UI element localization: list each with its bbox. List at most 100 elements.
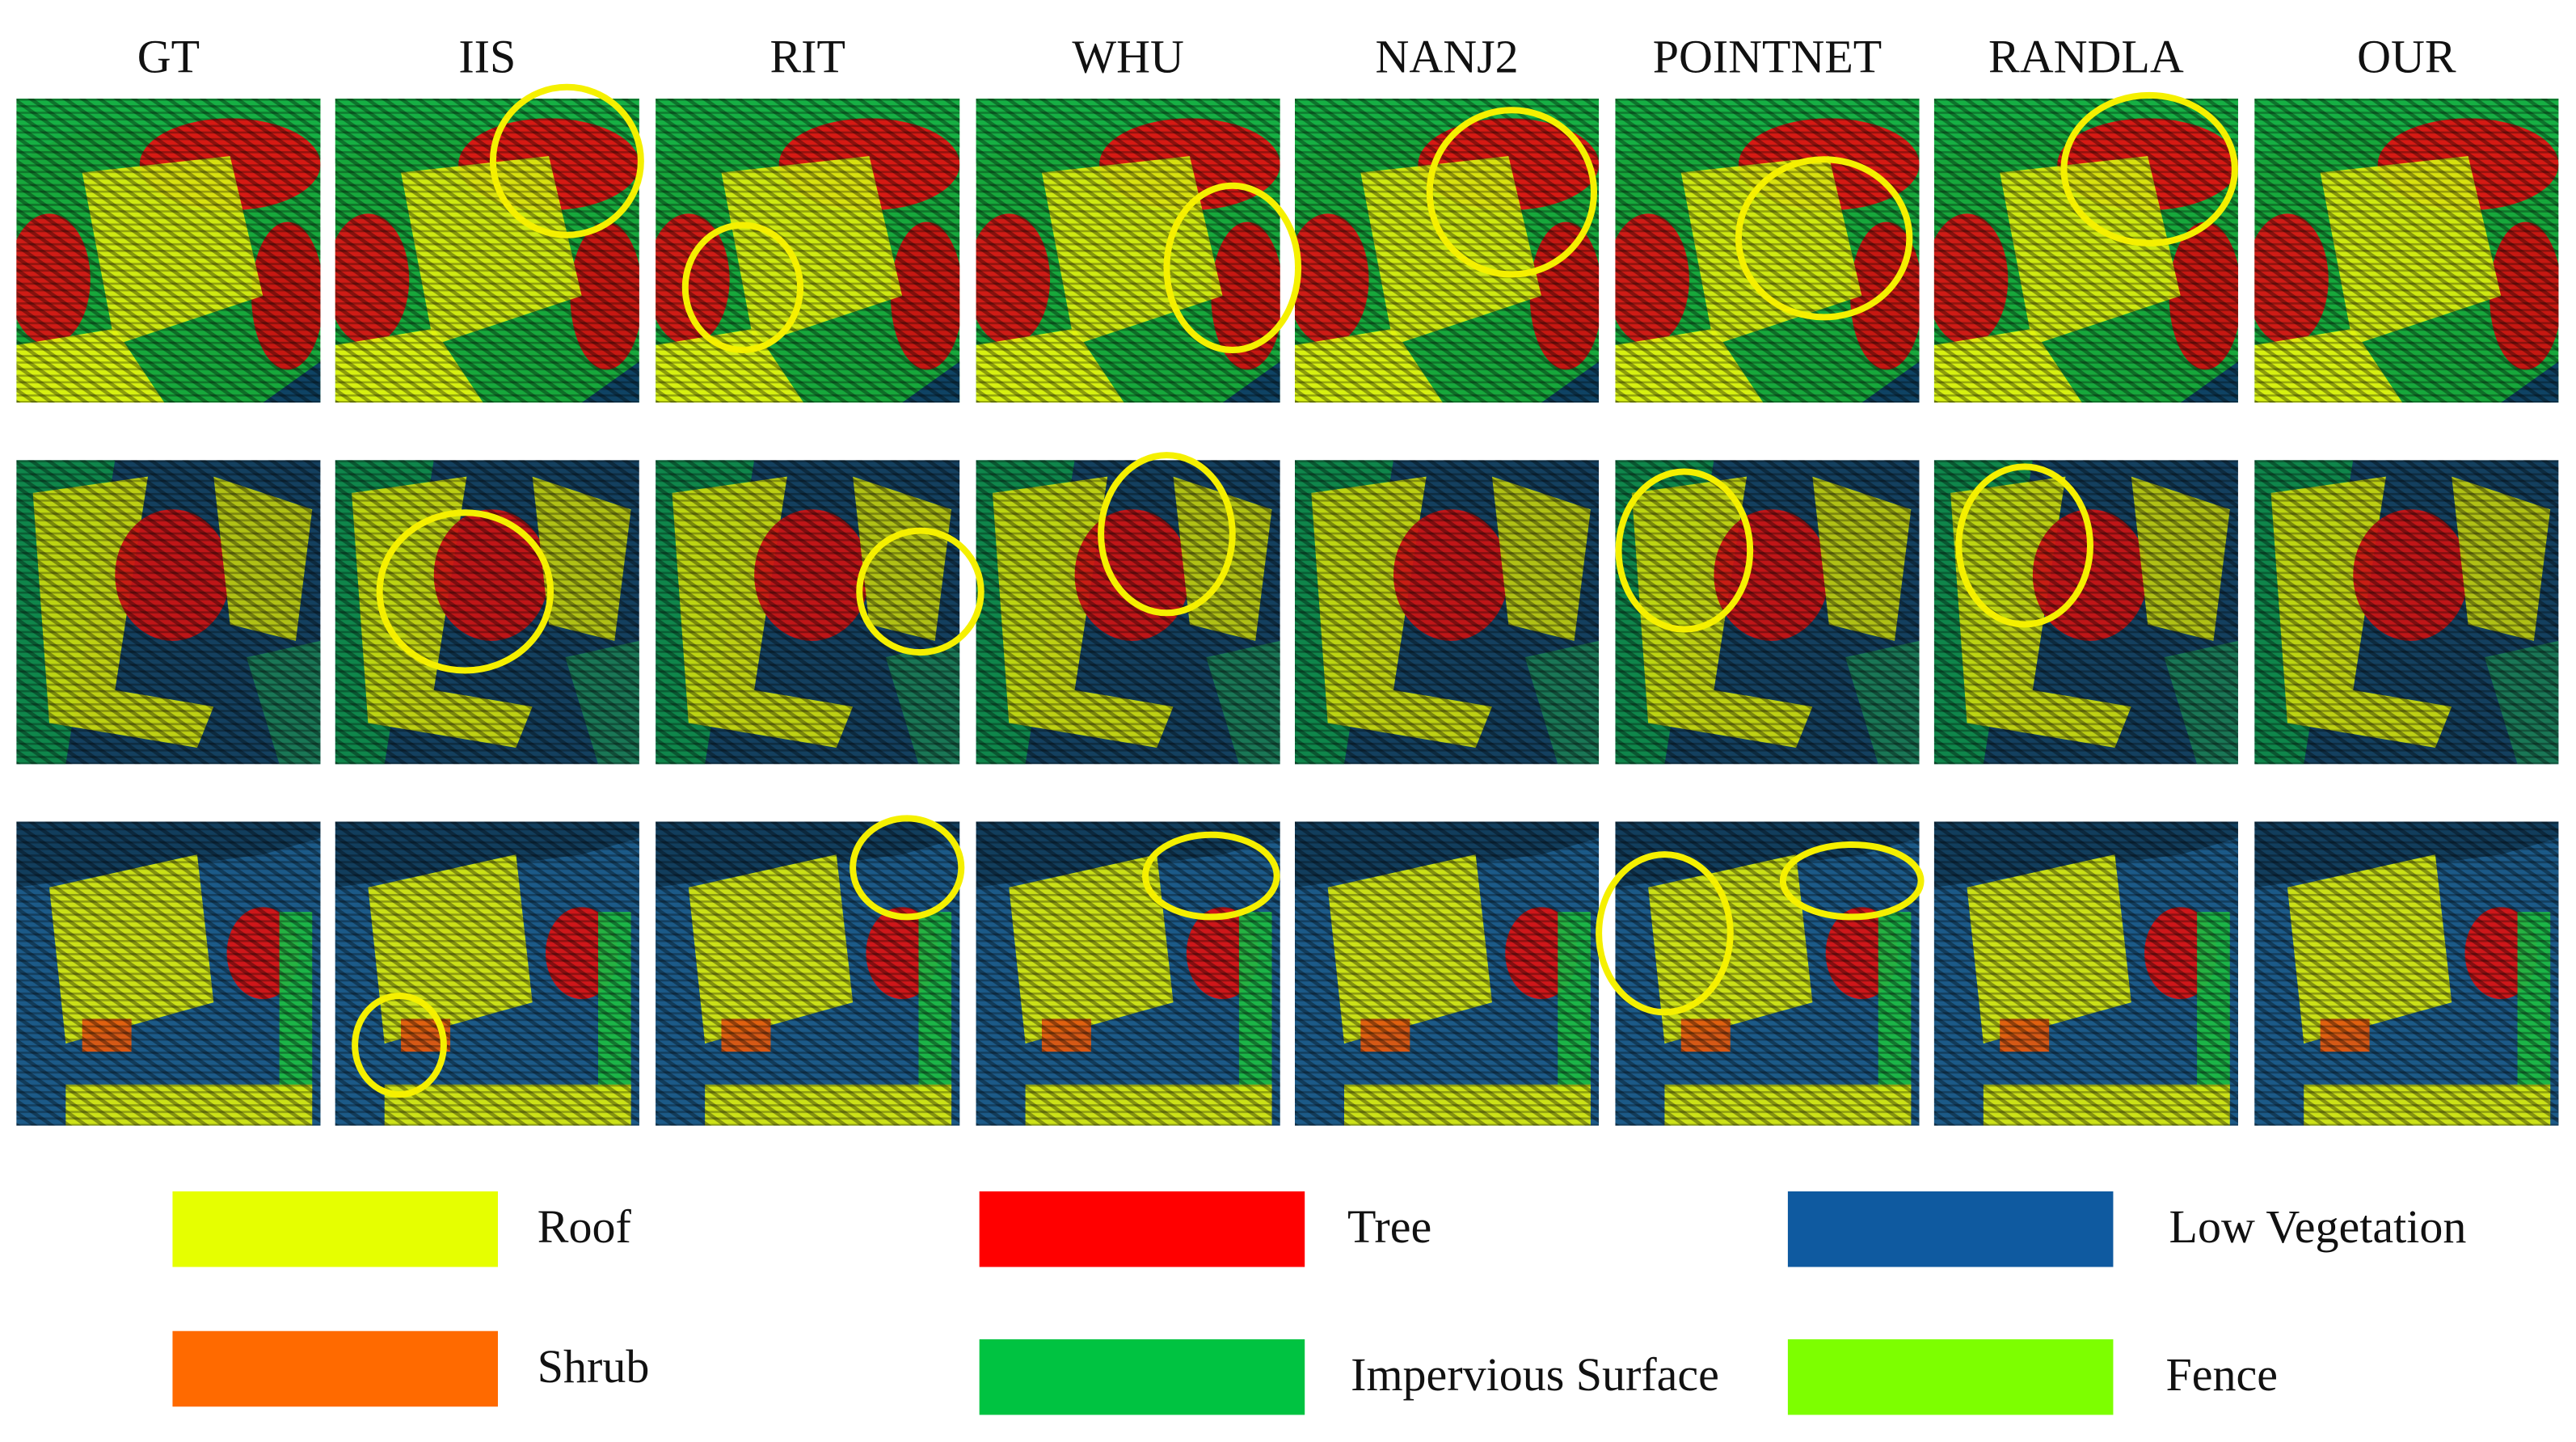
highlight-circle [489,83,644,238]
point-cloud-panel [1933,98,2238,403]
panel-content [335,98,639,403]
dot-texture [656,821,960,1126]
highlight-circle [1779,841,1925,921]
panel-content [1615,98,1920,403]
point-cloud-panel [976,98,1280,403]
column-header: POINTNET [1653,30,1882,82]
highlight-circle [1955,463,2093,628]
point-cloud-panel [1615,98,1920,403]
point-cloud-panel [656,460,960,765]
point-cloud-panel [2254,821,2559,1126]
dot-texture [16,460,321,765]
dot-texture [1615,98,1920,403]
point-cloud-panel [2254,98,2559,403]
dot-texture [656,98,960,403]
legend-label: Roof [538,1200,632,1253]
column-header: RIT [770,30,845,82]
legend-swatch [979,1339,1305,1415]
panel-content [2254,98,2559,403]
point-cloud-panel [1933,460,2238,765]
panel-content [1933,98,2238,403]
legend-swatch [1787,1191,2114,1267]
panel-content [656,460,960,765]
point-cloud-panel [656,98,960,403]
point-cloud-panel [976,460,1280,765]
panel-content [1933,460,2238,765]
highlight-circle [1426,107,1598,278]
point-cloud-panel [2254,460,2559,765]
point-cloud-panel [16,98,321,403]
panel-content [976,821,1280,1126]
dot-texture [16,821,321,1126]
dot-texture [2254,821,2559,1126]
dot-texture [1933,98,2238,403]
point-cloud-panel [1933,821,2238,1126]
column-header: IIS [458,30,516,82]
panel-content [976,98,1280,403]
dot-texture [976,821,1280,1126]
dot-texture [976,460,1280,765]
panel-content [16,98,321,403]
legend-swatch [979,1191,1305,1267]
point-cloud-panel [656,821,960,1126]
dot-texture [1295,98,1600,403]
highlight-circle [2060,91,2238,247]
dot-texture [1295,821,1600,1126]
dot-texture [656,460,960,765]
highlight-circle [850,815,965,921]
highlight-circle [681,221,804,354]
panel-content [16,821,321,1126]
panel-content [2254,821,2559,1126]
dot-texture [16,98,321,403]
highlights [352,83,2238,1098]
point-cloud-panel [16,460,321,765]
legend: Roof Tree Low Vegetation Shrub Impervious Su… [172,1191,2466,1415]
point-cloud-panel [1615,460,1920,765]
highlight-circle [1163,182,1302,354]
legend-label: Impervious Surface [1351,1348,1719,1401]
panel-content [1295,460,1600,765]
legend-label: Fence [2165,1348,2278,1401]
dot-texture [2254,98,2559,403]
highlight-circle [1596,851,1734,1016]
panel-content [976,460,1280,765]
legend-swatch [1787,1339,2114,1415]
point-cloud-panel [1295,98,1600,403]
dot-texture [335,821,639,1126]
dot-texture [335,98,639,403]
dot-texture [1933,821,2238,1126]
panel-content [1615,460,1920,765]
panel-content [1933,821,2238,1126]
legend-swatch [172,1330,498,1407]
legend-label: Low Vegetation [2169,1200,2467,1253]
panel-content [16,460,321,765]
column-header: GT [137,30,200,82]
panel-content [1615,821,1920,1126]
point-cloud-panel [976,821,1280,1126]
point-cloud-panel [1295,821,1600,1126]
panel-content [656,821,960,1126]
highlight-circle [856,527,984,656]
panel-content [2254,460,2559,765]
column-header: NANJ2 [1375,30,1518,82]
point-cloud-panel [1295,460,1600,765]
column-header: RANDLA [1988,30,2184,82]
dot-texture [1615,821,1920,1126]
panel-content [1295,98,1600,403]
dot-texture [1933,460,2238,765]
dot-texture [2254,460,2559,765]
point-cloud-panel [335,98,639,403]
column-header: WHU [1072,30,1184,82]
highlight-circle [376,509,554,674]
panel-content [656,98,960,403]
panel-content [335,821,639,1126]
highlight-circle [352,992,447,1098]
legend-label: Shrub [538,1340,650,1393]
dot-texture [1615,460,1920,765]
highlight-circle [1142,831,1280,921]
legend-label: Tree [1347,1200,1431,1253]
point-cloud-panel [1615,821,1920,1126]
column-header: OUR [2357,30,2456,82]
panels [16,98,2559,1126]
